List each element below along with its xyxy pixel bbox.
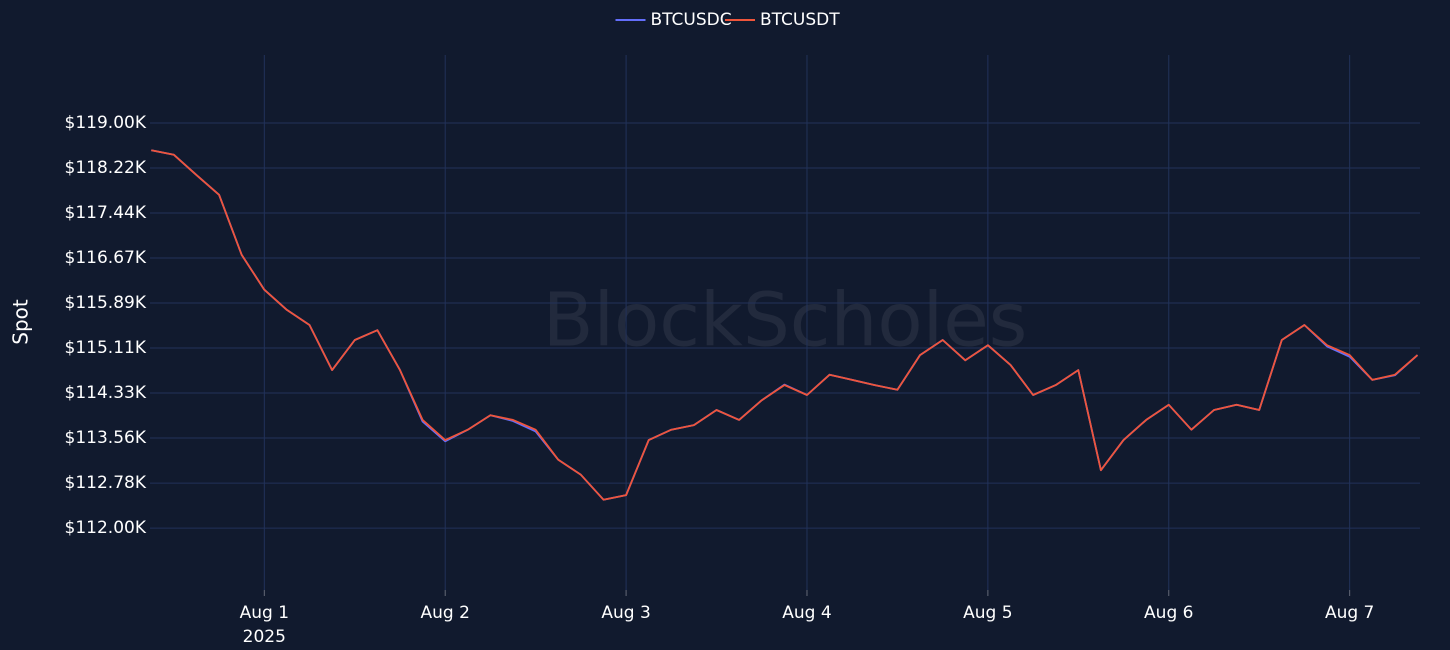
x-year-label: 2025 [243, 627, 286, 647]
y-tick-label: $115.89K [65, 293, 147, 313]
y-tick-label: $116.67K [65, 248, 147, 268]
x-tick-label: Aug 7 [1325, 603, 1374, 623]
y-tick-label: $118.22K [65, 158, 147, 178]
legend-label[interactable]: BTCUSDT [760, 10, 840, 30]
x-tick-label: Aug 3 [601, 603, 650, 623]
y-tick-label: $113.56K [65, 428, 147, 448]
x-tick-label: Aug 2 [420, 603, 469, 623]
legend-label[interactable]: BTCUSDC [651, 10, 732, 30]
watermark: BlockScholes [543, 278, 1028, 364]
x-tick-label: Aug 6 [1144, 603, 1193, 623]
series-line [151, 149, 1419, 501]
x-tick-label: Aug 1 [240, 603, 289, 623]
y-tick-label: $119.00K [65, 113, 147, 133]
y-axis-label: Spot [9, 299, 33, 345]
x-tick-label: Aug 5 [963, 603, 1012, 623]
y-tick-label: $115.11K [65, 338, 147, 358]
x-tick-label: Aug 4 [782, 603, 831, 623]
y-tick-label: $112.78K [65, 473, 147, 493]
y-tick-label: $117.44K [65, 203, 147, 223]
y-tick-label: $112.00K [65, 518, 147, 538]
y-tick-label: $114.33K [65, 383, 147, 403]
